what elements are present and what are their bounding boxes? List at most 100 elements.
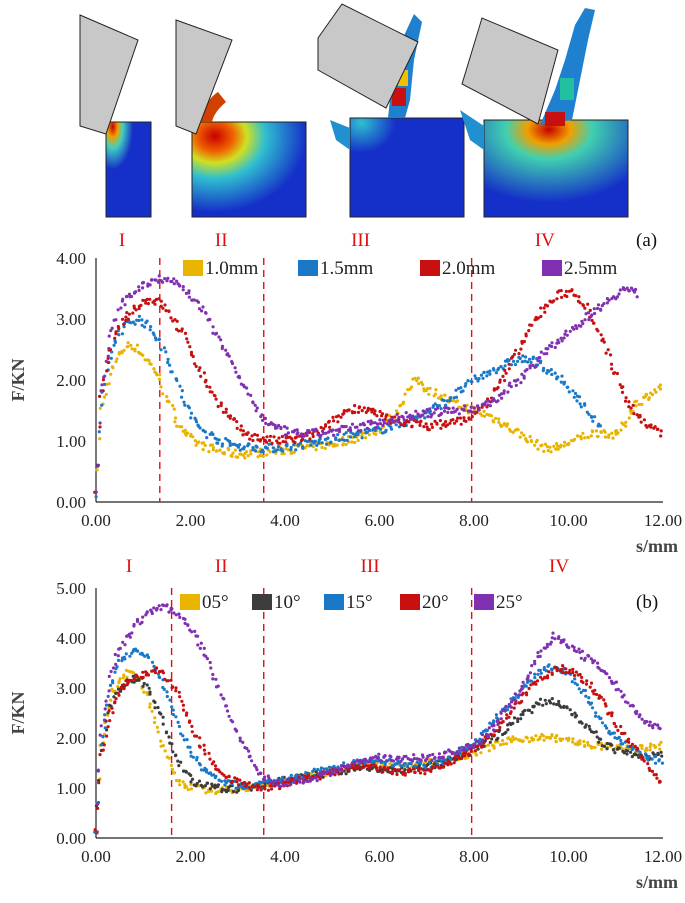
data-point	[189, 350, 194, 354]
data-point	[261, 418, 265, 422]
data-point	[168, 363, 172, 367]
data-point	[522, 339, 527, 344]
data-point	[98, 394, 102, 398]
data-point	[610, 367, 614, 371]
data-point	[620, 390, 625, 394]
data-point	[613, 371, 617, 375]
legend-swatch	[252, 594, 272, 610]
data-point	[226, 788, 230, 792]
stage-label: II	[215, 230, 228, 251]
data-point	[446, 410, 450, 414]
data-point	[180, 425, 184, 429]
data-point	[563, 440, 567, 444]
data-point	[377, 752, 381, 756]
data-point	[380, 770, 384, 774]
data-point	[317, 441, 321, 445]
data-point	[542, 366, 546, 370]
data-point	[399, 423, 403, 427]
data-point	[253, 449, 258, 453]
data-point	[326, 436, 330, 440]
data-point	[164, 309, 168, 313]
data-point	[525, 736, 529, 740]
data-point	[528, 366, 532, 370]
data-point	[530, 323, 534, 327]
data-point	[458, 416, 462, 420]
data-point	[492, 719, 496, 723]
data-point	[170, 686, 174, 690]
data-point	[479, 751, 483, 755]
data-point	[108, 683, 113, 688]
data-point	[507, 358, 511, 362]
data-point	[321, 771, 325, 776]
data-point	[576, 434, 580, 438]
data-point	[617, 735, 621, 740]
data-point	[107, 709, 111, 713]
data-point	[574, 324, 578, 328]
data-point	[603, 430, 607, 434]
data-point	[228, 414, 233, 418]
data-point	[644, 423, 648, 428]
data-point	[113, 652, 117, 657]
data-point	[476, 404, 480, 408]
data-point	[208, 660, 212, 665]
data-point	[277, 436, 281, 440]
data-point	[371, 421, 375, 425]
data-point	[516, 719, 520, 724]
legend-swatch	[400, 594, 420, 610]
data-point	[610, 743, 614, 747]
data-point	[653, 722, 657, 726]
data-point	[554, 740, 558, 744]
data-point	[488, 404, 492, 408]
data-point	[162, 346, 166, 350]
data-point	[146, 673, 151, 677]
data-point	[560, 374, 564, 378]
data-point	[512, 706, 516, 710]
data-point	[320, 441, 324, 445]
data-point	[507, 702, 511, 707]
data-point	[161, 280, 165, 284]
legend-label: 20°	[422, 592, 449, 613]
data-point	[550, 733, 554, 737]
data-point	[337, 772, 341, 776]
data-point	[106, 694, 110, 699]
data-point	[204, 311, 208, 315]
data-point	[120, 317, 125, 321]
data-point	[134, 290, 138, 294]
data-point	[502, 422, 506, 426]
data-point	[94, 490, 98, 494]
data-point	[189, 780, 193, 784]
data-point	[511, 359, 516, 363]
data-point	[520, 339, 524, 344]
data-point	[101, 748, 105, 752]
data-point	[415, 379, 419, 383]
data-point	[364, 436, 368, 440]
data-point	[110, 365, 114, 369]
data-point	[255, 433, 260, 437]
data-point	[130, 631, 134, 635]
data-point	[286, 431, 290, 435]
data-point	[398, 403, 403, 407]
data-point	[208, 757, 212, 761]
data-point	[224, 410, 228, 414]
data-point	[296, 443, 300, 447]
data-point	[425, 408, 429, 412]
data-point	[178, 615, 182, 620]
data-point	[331, 415, 335, 419]
data-point	[241, 787, 245, 791]
data-point	[344, 442, 348, 447]
data-point	[447, 407, 451, 411]
data-point	[207, 751, 211, 755]
x-tick-label: 12.00	[644, 511, 682, 530]
data-point	[337, 438, 341, 442]
data-point	[102, 395, 106, 399]
data-point	[245, 386, 249, 390]
data-point	[380, 414, 384, 418]
data-point	[518, 356, 522, 361]
data-point	[200, 309, 204, 313]
data-point	[322, 427, 326, 431]
data-point	[184, 770, 188, 774]
data-point	[559, 380, 563, 384]
data-point	[178, 783, 182, 787]
data-point	[367, 760, 371, 764]
data-point	[140, 620, 144, 625]
